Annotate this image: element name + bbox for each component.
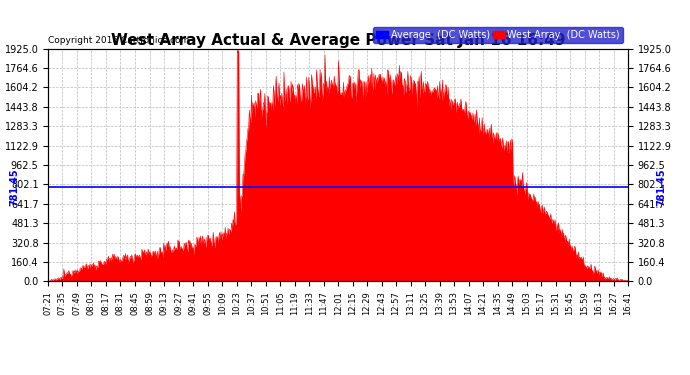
Text: 781.45: 781.45 (10, 168, 20, 206)
Legend: Average  (DC Watts), West Array  (DC Watts): Average (DC Watts), West Array (DC Watts… (373, 27, 623, 43)
Text: 781.45: 781.45 (656, 168, 667, 206)
Title: West Array Actual & Average Power Sat Jan 16 16:49: West Array Actual & Average Power Sat Ja… (111, 33, 565, 48)
Text: Copyright 2016 Cartronics.com: Copyright 2016 Cartronics.com (48, 36, 190, 45)
